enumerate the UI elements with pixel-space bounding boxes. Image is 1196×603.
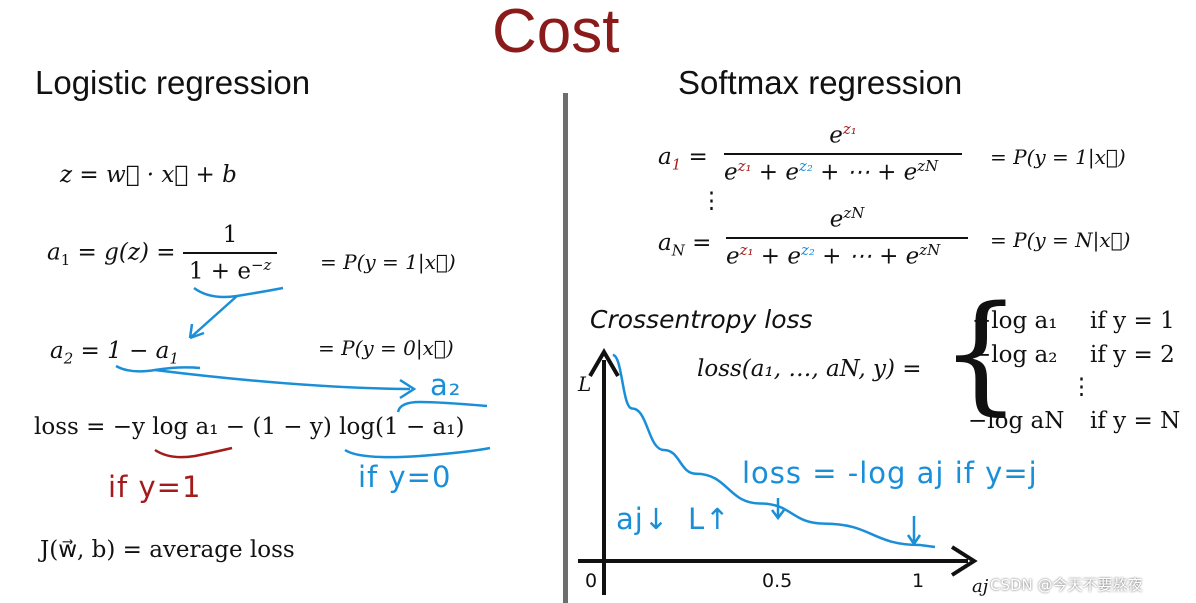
- x-axis-label: aj: [972, 576, 989, 597]
- case-N-expr: −log aN: [968, 408, 1065, 434]
- softmax-a1-lhs: a1 =: [658, 144, 708, 174]
- cost-equation: J(w⃗, b) = average loss: [40, 537, 295, 563]
- watermark: CSDN @今天不要熬夜: [990, 576, 1143, 594]
- case-N-cond: if y = N: [1090, 408, 1181, 434]
- softmax-a1-prob: = P(y = 1|x⃗): [990, 145, 1126, 169]
- case-3-vdots: ⋮: [1070, 374, 1093, 400]
- a2-probability: = P(y = 0|x⃗): [318, 336, 454, 360]
- slide-title: Cost: [492, 0, 620, 66]
- annot-if-y0: if y=0: [358, 460, 452, 494]
- softmax-vdots: ⋮: [700, 188, 723, 214]
- softmax-aN-numerator: ezN: [829, 204, 865, 233]
- y-axis-label: L: [578, 372, 592, 396]
- case-1-expr: −log a₁: [972, 308, 1058, 334]
- loss-lhs: loss(a₁, …, aN, y) =: [697, 356, 922, 382]
- x-tick-0.5: 0.5: [762, 570, 793, 592]
- crossentropy-label: Crossentropy loss: [590, 305, 813, 334]
- a1-equation: a1 = g(z) = 1 1 + e−z: [47, 222, 278, 285]
- loss-equation: loss = −y log a₁ − (1 − y) log(1 − a₁): [34, 414, 465, 440]
- a1-denominator: 1 + e−z: [182, 252, 278, 285]
- column-divider: [563, 93, 568, 603]
- x-tick-1: 1: [912, 570, 925, 592]
- logistic-heading: Logistic regression: [35, 64, 311, 101]
- annot-if-y1: if y=1: [108, 470, 202, 504]
- softmax-aN-denominator: ez₁ + ez₂ + ⋯ + ezN: [726, 236, 968, 269]
- softmax-a1-denominator: ez₁ + ez₂ + ⋯ + ezN: [724, 152, 962, 185]
- a1-numerator: 1: [222, 222, 238, 248]
- case-2-expr: −log a₂: [972, 342, 1058, 368]
- softmax-a1-frac: ez₁ ez₁ + ez₂ + ⋯ + ezN: [724, 120, 962, 185]
- x-tick-0: 0: [585, 570, 598, 592]
- a2-equation: a2 = 1 − a1: [50, 338, 179, 368]
- a1-probability: = P(y = 1|x⃗): [320, 250, 456, 274]
- z-equation: z = w⃗ · x⃗ + b: [60, 162, 237, 188]
- annot-loss-log: loss = -log aj if y=j: [742, 456, 1038, 490]
- softmax-aN-lhs: aN =: [658, 230, 712, 260]
- cases-brace: {: [940, 279, 1022, 428]
- annot-aj-down: aj↓: [616, 502, 670, 536]
- softmax-a1-numerator: ez₁: [829, 120, 857, 149]
- case-2-cond: if y = 2: [1090, 342, 1175, 368]
- loss-curve: [612, 353, 936, 549]
- annot-L-up: L↑: [688, 502, 731, 536]
- annot-a2: a₂: [430, 368, 462, 402]
- case-1-cond: if y = 1: [1090, 308, 1175, 334]
- softmax-heading: Softmax regression: [678, 64, 963, 101]
- softmax-aN-frac: ezN ez₁ + ez₂ + ⋯ + ezN: [726, 204, 968, 269]
- softmax-aN-prob: = P(y = N|x⃗): [990, 228, 1131, 252]
